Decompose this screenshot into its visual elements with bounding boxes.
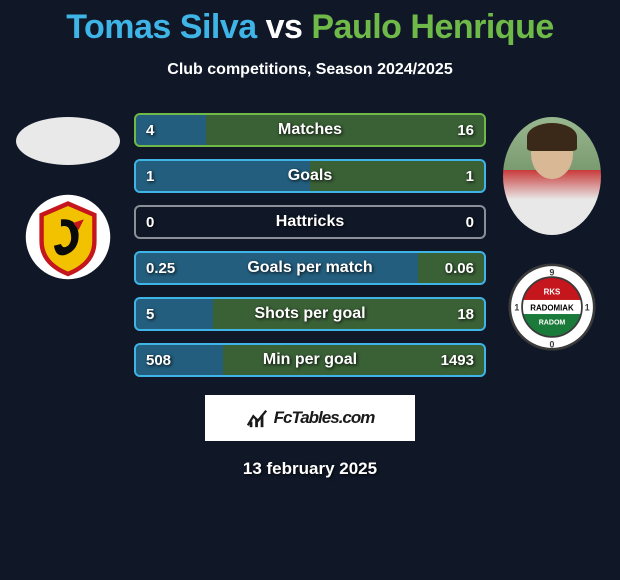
stat-right-value: 16 — [457, 122, 474, 139]
stat-label: Shots per goal — [254, 305, 365, 323]
club-shield-icon — [24, 193, 112, 281]
chart-icon — [246, 407, 268, 429]
club-round-icon: 9 1 1 0 RKS RADOMIAK RADOM — [508, 257, 596, 357]
stat-row: 1 Goals 1 — [134, 159, 486, 193]
stats-list: 4 Matches 16 1 Goals 1 0 Hattricks 0 0.25 Goals pe… — [128, 113, 492, 377]
comparison-content: 4 Matches 16 1 Goals 1 0 Hattricks 0 0.25 Goals pe… — [0, 113, 620, 377]
player1-name: Tomas Silva — [66, 8, 256, 46]
stat-left-value: 1 — [146, 168, 154, 185]
player2-side: 9 1 1 0 RKS RADOMIAK RADOM — [492, 113, 612, 377]
stat-label: Matches — [278, 121, 342, 139]
stat-fill-right — [310, 161, 484, 191]
player1-side — [8, 113, 128, 377]
svg-text:RADOMIAK: RADOMIAK — [530, 304, 574, 313]
stat-label: Goals — [288, 167, 332, 185]
stat-row: 4 Matches 16 — [134, 113, 486, 147]
player2-club-logo: 9 1 1 0 RKS RADOMIAK RADOM — [508, 263, 596, 351]
stat-right-value: 0 — [466, 214, 474, 231]
svg-text:0: 0 — [550, 339, 555, 349]
player1-avatar-placeholder — [16, 117, 120, 165]
stat-fill-left — [136, 161, 310, 191]
svg-text:RKS: RKS — [544, 288, 561, 297]
svg-text:RADOM: RADOM — [539, 320, 566, 327]
stat-fill-right — [206, 115, 484, 145]
fctables-badge: FcTables.com — [205, 395, 415, 441]
stat-left-value: 0.25 — [146, 260, 175, 277]
stat-left-value: 508 — [146, 352, 171, 369]
stat-label: Goals per match — [247, 259, 372, 277]
stat-row: 508 Min per goal 1493 — [134, 343, 486, 377]
vs-text: vs — [266, 8, 312, 46]
stat-label: Hattricks — [276, 213, 344, 231]
player2-name: Paulo Henrique — [311, 8, 553, 46]
stat-left-value: 0 — [146, 214, 154, 231]
stat-row: 0.25 Goals per match 0.06 — [134, 251, 486, 285]
svg-text:1: 1 — [585, 303, 590, 313]
svg-text:1: 1 — [514, 303, 519, 313]
stat-left-value: 5 — [146, 306, 154, 323]
stat-label: Min per goal — [263, 351, 357, 369]
comparison-title: Tomas Silva vs Paulo Henrique — [0, 0, 620, 47]
stat-right-value: 1 — [466, 168, 474, 185]
footer-date: 13 february 2025 — [0, 459, 620, 479]
stat-right-value: 1493 — [441, 352, 474, 369]
fctables-text: FcTables.com — [274, 408, 375, 428]
subtitle: Club competitions, Season 2024/2025 — [0, 61, 620, 79]
svg-text:9: 9 — [550, 267, 555, 277]
stat-left-value: 4 — [146, 122, 154, 139]
stat-row: 5 Shots per goal 18 — [134, 297, 486, 331]
stat-right-value: 0.06 — [445, 260, 474, 277]
stat-right-value: 18 — [457, 306, 474, 323]
player1-club-logo — [24, 193, 112, 281]
stat-row: 0 Hattricks 0 — [134, 205, 486, 239]
player2-avatar — [503, 117, 601, 235]
